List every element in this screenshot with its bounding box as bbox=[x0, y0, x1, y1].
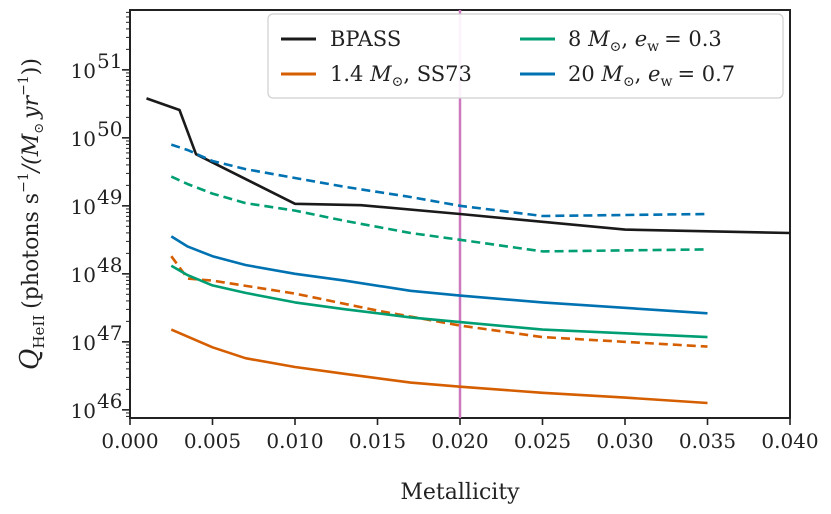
legend: BPASS 1.4 M⊙, SS73 8 M⊙, ew = 0.3 20 M⊙, … bbox=[267, 13, 784, 99]
x-tick-label: 0.010 bbox=[266, 429, 323, 453]
y-label-yr: yr bbox=[19, 94, 44, 119]
legend-1p4-suffix: , SS73 bbox=[403, 62, 471, 86]
y-label-close: )) bbox=[19, 58, 44, 75]
legend-20-w: w bbox=[660, 74, 672, 90]
legend-label-1p4: 1.4 M⊙, SS73 bbox=[330, 62, 472, 90]
legend-20-sun: ⊙ bbox=[623, 74, 635, 90]
legend-8-val: = 0.3 bbox=[664, 27, 722, 51]
y-axis-label: QHeII(photons s−1/(M⊙yr−1)) bbox=[15, 58, 48, 370]
x-tick-label: 0.020 bbox=[431, 429, 488, 453]
series-line-4 bbox=[170, 175, 708, 253]
legend-8-w: w bbox=[647, 39, 659, 55]
legend-1p4-m: M bbox=[369, 62, 392, 86]
legend-20-e: e bbox=[648, 62, 660, 86]
ticks-group: 0.000 0.005 0.010 0.015 0.020 0.025 0.030 0.035… bbox=[71, 11, 819, 453]
legend-label-20: 20 M⊙, ew = 0.7 bbox=[568, 62, 735, 90]
series-line-0 bbox=[146, 97, 791, 235]
legend-8-mass: 8 bbox=[568, 27, 581, 51]
legend-label-bpass: BPASS bbox=[330, 27, 401, 51]
x-tick-label: 0.015 bbox=[349, 429, 406, 453]
y-tick-exponent: 48 bbox=[97, 253, 122, 277]
legend-box bbox=[267, 13, 784, 99]
y-tick-label: 10 bbox=[71, 195, 96, 219]
y-tick-label: 10 bbox=[71, 59, 96, 83]
x-tick-label: 0.035 bbox=[679, 429, 736, 453]
y-label-sup1: −1 bbox=[16, 172, 32, 193]
y-tick-label: 10 bbox=[71, 263, 96, 287]
y-tick-label: 10 bbox=[71, 399, 96, 423]
y-label-sup2: −1 bbox=[16, 75, 32, 96]
legend-8-e: e bbox=[635, 27, 647, 51]
legend-8-sun: ⊙ bbox=[610, 39, 622, 55]
x-tick-label: 0.005 bbox=[184, 429, 241, 453]
series-line-5 bbox=[170, 235, 708, 315]
y-label-body: (photons s bbox=[19, 193, 44, 309]
y-tick-exponent: 50 bbox=[97, 117, 122, 141]
y-tick-exponent: 49 bbox=[97, 185, 122, 209]
legend-20-val: = 0.7 bbox=[677, 62, 735, 86]
x-tick-label: 0.040 bbox=[761, 429, 818, 453]
y-tick-label: 10 bbox=[71, 127, 96, 151]
y-tick-exponent: 46 bbox=[97, 389, 122, 413]
x-axis-label: Metallicity bbox=[400, 480, 520, 505]
x-tick-label: 0.030 bbox=[596, 429, 653, 453]
legend-1p4-mass: 1.4 bbox=[330, 62, 363, 86]
y-label-sun: ⊙ bbox=[32, 123, 47, 134]
y-label-q: Q bbox=[15, 349, 45, 370]
series-line-2 bbox=[170, 255, 708, 348]
y-tick-exponent: 51 bbox=[97, 49, 122, 73]
legend-label-8: 8 M⊙, ew = 0.3 bbox=[568, 27, 722, 55]
series-group bbox=[146, 97, 791, 405]
series-line-6 bbox=[170, 143, 708, 218]
series-line-3 bbox=[170, 264, 708, 339]
series-line-1 bbox=[170, 328, 708, 405]
legend-1p4-sun: ⊙ bbox=[392, 74, 404, 90]
legend-8-m: M bbox=[587, 27, 610, 51]
y-tick-label: 10 bbox=[71, 331, 96, 355]
x-tick-label: 0.025 bbox=[514, 429, 571, 453]
y-label-mid: /(M bbox=[19, 133, 44, 174]
legend-20-mass: 20 bbox=[568, 62, 595, 86]
y-tick-exponent: 47 bbox=[97, 321, 122, 345]
x-tick-label: 0.000 bbox=[101, 429, 158, 453]
legend-20-comma: , bbox=[635, 62, 642, 86]
y-label-sub: HeII bbox=[30, 315, 48, 349]
legend-20-m: M bbox=[600, 62, 623, 86]
legend-8-comma: , bbox=[621, 27, 628, 51]
